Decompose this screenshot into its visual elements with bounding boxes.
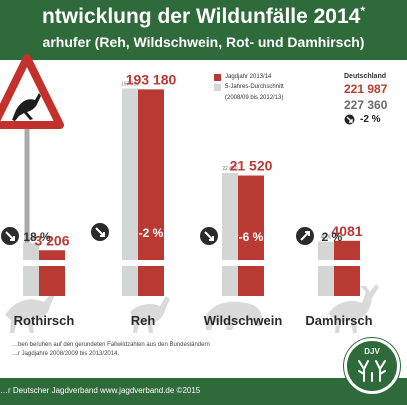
decrease-arrow-icon <box>344 114 355 125</box>
change-arrow-glyph-damhirsch <box>300 231 310 241</box>
title-footnote-mark: * <box>360 4 366 18</box>
footer-bar: …r Deutscher Jagdverband www.jagdverband… <box>0 378 407 405</box>
germany-change: -2 % <box>344 114 407 125</box>
bar-band-wildschwein <box>222 260 264 266</box>
avg-value-label-reh: 197 780 <box>121 81 139 87</box>
change-label-damhirsch: 2 % <box>322 230 343 244</box>
stag-antlers-icon <box>358 360 386 382</box>
chart-legend: Jagdjahr 2013/14 5-Jahres-Durchschnitt (… <box>214 73 284 102</box>
legend-item-average: 5-Jahres-Durchschnitt <box>214 83 284 92</box>
germany-label: Deutschland <box>344 73 387 80</box>
change-label-wildschwein: -6 % <box>239 230 264 244</box>
current-bar-rothirsch <box>39 250 65 296</box>
header-banner: ntwicklung der Wildunfälle 2014* arhufer… <box>0 0 407 60</box>
avg-value-label-rothirsch: …00 <box>26 236 37 242</box>
value-label-reh: 193 180 <box>126 71 177 87</box>
bar-band-damhirsch <box>318 260 360 266</box>
footnote: …ben beruhen auf den gerundeten Fallwild… <box>12 341 332 358</box>
category-label-damhirsch: Damhirsch <box>305 313 372 328</box>
footnote-line-1: …ben beruhen auf den gerundeten Fallwild… <box>12 342 210 348</box>
djv-logo: DJV <box>344 338 400 394</box>
value-label-wildschwein: 21 520 <box>230 158 273 174</box>
legend-swatch-current <box>214 74 221 81</box>
change-arrow-glyph-reh <box>95 227 105 237</box>
legend-note: (2008/09 bis 2012/13) <box>225 94 284 101</box>
footer-text: …r Deutscher Jagdverband www.jagdverband… <box>0 386 201 395</box>
category-label-wildschwein: Wildschwein <box>204 313 283 328</box>
category-label-reh: Reh <box>131 313 156 328</box>
germany-summary: Deutschland 221 987 227 360 -2 % <box>344 73 407 146</box>
avg-bar-wildschwein <box>222 173 238 296</box>
avg-value-label-damhirsch: 4000 <box>320 235 331 241</box>
avg-bar-damhirsch <box>318 241 334 296</box>
germany-average-value: 227 360 <box>344 98 388 112</box>
bar-band-reh <box>122 260 164 266</box>
page-title: ntwicklung der Wildunfälle 2014* <box>41 4 366 28</box>
germany-current-value: 221 987 <box>344 82 388 96</box>
legend-swatch-average <box>214 84 221 92</box>
footnote-line-2: …r Jagdjahre 2008/2009 bis 2013/2014. <box>12 350 120 357</box>
bar-band-rothirsch <box>23 260 65 266</box>
djv-logo-text: DJV <box>364 347 380 356</box>
change-label-reh: -2 % <box>139 226 164 240</box>
category-label-rothirsch: Rothirsch <box>14 313 75 328</box>
legend-item-current: Jagdjahr 2013/14 <box>214 73 284 81</box>
avg-value-label-wildschwein: 22 880 <box>222 166 238 172</box>
change-label-rothirsch: 18 % <box>23 230 51 244</box>
avg-bar-rothirsch <box>23 242 39 296</box>
page-subtitle: arhufer (Reh, Wildschwein, Rot- und Damh… <box>42 34 365 50</box>
legend-label-current: Jagdjahr 2013/14 <box>225 74 272 80</box>
legend-label-average: 5-Jahres-Durchschnitt <box>225 84 284 91</box>
change-arrow-glyph-wildschwein <box>204 231 214 241</box>
deer-warning-sign-icon <box>0 54 64 250</box>
value-label-damhirsch: 4081 <box>331 223 362 239</box>
avg-bar-reh <box>122 88 138 296</box>
change-arrow-glyph-rothirsch <box>5 231 15 241</box>
germany-change-value: -2 % <box>360 114 381 125</box>
current-bar-wildschwein <box>238 175 264 296</box>
current-bar-damhirsch <box>334 240 360 296</box>
value-label-rothirsch: 3 206 <box>34 232 69 248</box>
animal-silhouettes <box>5 284 379 333</box>
